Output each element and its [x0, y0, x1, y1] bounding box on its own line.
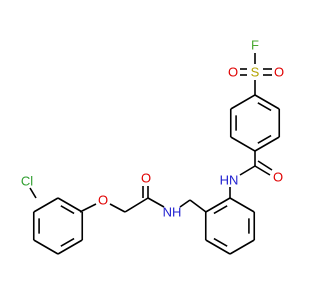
bond [33, 239, 59, 255]
bond [257, 134, 272, 144]
bond [230, 94, 256, 110]
bond [213, 237, 228, 247]
bond [254, 136, 280, 152]
bond [254, 94, 280, 110]
bond [205, 239, 231, 255]
atom-label: S [251, 65, 260, 80]
atom-label: HN [220, 173, 239, 188]
bond [33, 197, 59, 213]
atom-label: O [98, 193, 108, 208]
atom-labels: F S O O O HN O NH O Cl [21, 38, 284, 220]
bond [205, 197, 231, 213]
atom-label: O [141, 171, 151, 186]
bond [57, 197, 83, 213]
bond [257, 102, 272, 112]
atom-label: F [251, 38, 259, 53]
atom-label: O [274, 65, 284, 80]
bond [230, 136, 256, 152]
bond [57, 239, 83, 255]
bond [60, 237, 75, 247]
bond [229, 197, 255, 213]
atom-label: NH [163, 205, 182, 220]
bond [60, 205, 75, 215]
molecule-diagram: F S O O O HN O NH O Cl [21, 38, 284, 255]
atom-label: Cl [21, 174, 33, 189]
bond [213, 205, 228, 215]
atom-label: O [273, 170, 283, 185]
atom-label: O [228, 65, 238, 80]
bonds [29, 53, 281, 255]
bond [229, 239, 255, 255]
